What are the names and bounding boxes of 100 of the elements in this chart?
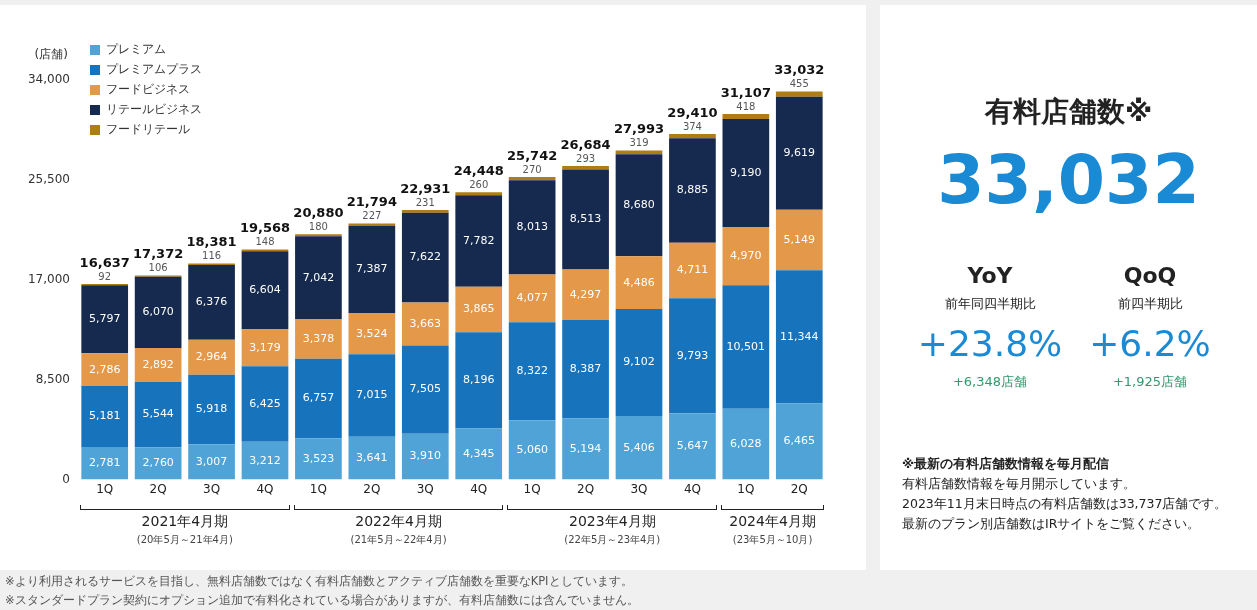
total-label: 17,372 xyxy=(133,246,184,262)
bar xyxy=(348,223,396,227)
data-label: 319 xyxy=(629,137,649,149)
data-label: 148 xyxy=(255,236,275,248)
legend-label: リテールビジネス xyxy=(105,102,202,117)
y-tick-label: 8,500 xyxy=(35,371,70,386)
data-label: 5,647 xyxy=(676,439,709,453)
bar xyxy=(401,210,449,213)
bar xyxy=(348,436,396,480)
x-tick-label: 2Q xyxy=(149,481,167,496)
total-label: 33,032 xyxy=(774,62,825,78)
data-label: 260 xyxy=(469,178,489,190)
text: 2023年4月期 xyxy=(568,512,657,531)
data-label: 9,190 xyxy=(730,165,762,179)
data-label: 116 xyxy=(202,250,222,262)
data-label: 4,345 xyxy=(462,446,495,460)
legend-label: フードリテール xyxy=(105,122,190,137)
x-tick-label: 1Q xyxy=(523,481,541,496)
bar xyxy=(562,269,609,320)
bar xyxy=(508,420,556,480)
data-label: 4,077 xyxy=(516,291,548,305)
text: YoY xyxy=(966,263,1014,288)
data-label: 418 xyxy=(736,100,756,112)
bar xyxy=(348,312,396,355)
bar xyxy=(401,212,449,303)
text: ※スタンダードプラン契約にオプション追加で有料化されている場合がありますが、有料店舗数には含んでいません。 xyxy=(5,593,639,608)
bar xyxy=(775,270,823,404)
x-tick-label: 4Q xyxy=(470,481,488,496)
bar xyxy=(669,138,716,243)
bar xyxy=(669,133,716,139)
bar xyxy=(669,413,716,480)
bar xyxy=(241,328,289,367)
data-label: 7,387 xyxy=(356,262,388,276)
text: 最新のプラン別店舗数はIRサイトをご覧ください。 xyxy=(902,516,1202,533)
data-label: 5,060 xyxy=(516,442,548,456)
bar xyxy=(241,251,289,329)
bar xyxy=(669,298,716,414)
data-label: 3,865 xyxy=(462,302,495,316)
bar xyxy=(508,180,556,275)
data-label: 4,297 xyxy=(569,287,602,301)
bar xyxy=(722,285,770,409)
x-tick-label: 3Q xyxy=(203,481,221,496)
text: 前四半期比 xyxy=(1116,295,1184,313)
bar xyxy=(401,433,449,480)
data-label: 7,622 xyxy=(409,250,442,264)
x-tick-label: 2Q xyxy=(790,481,808,496)
data-label: 3,007 xyxy=(195,454,228,468)
bar xyxy=(455,428,503,480)
bar xyxy=(722,114,770,119)
data-label: 3,378 xyxy=(302,331,335,345)
total-label: 24,448 xyxy=(453,163,504,179)
bar xyxy=(615,309,663,417)
text: 前年同四半期比 xyxy=(943,295,1037,313)
bar xyxy=(134,382,182,448)
text: 2024年4月期 xyxy=(728,512,817,531)
data-label: 6,425 xyxy=(249,396,281,410)
bar xyxy=(295,358,342,439)
data-label: 8,885 xyxy=(676,183,709,197)
data-label: 3,910 xyxy=(409,449,442,463)
data-label: 6,070 xyxy=(142,305,174,319)
bar xyxy=(775,96,823,210)
bar xyxy=(348,226,396,313)
bar xyxy=(401,302,449,346)
data-label: 8,513 xyxy=(569,212,602,226)
data-label: 5,149 xyxy=(783,232,816,246)
data-label: 3,523 xyxy=(302,451,335,465)
data-label: 7,015 xyxy=(356,388,388,402)
data-label: 6,604 xyxy=(249,283,281,297)
bar xyxy=(295,319,342,359)
bar xyxy=(722,408,770,480)
total-label: 31,107 xyxy=(720,84,771,100)
text: QoQ xyxy=(1122,263,1178,288)
bar xyxy=(188,374,235,445)
x-tick-label: 4Q xyxy=(256,481,274,496)
bar xyxy=(615,256,663,310)
bar xyxy=(81,353,129,387)
data-label: 92 xyxy=(98,270,112,282)
text: (22年5月～23年4月) xyxy=(563,532,662,547)
bar xyxy=(401,345,449,434)
data-label: 6,376 xyxy=(195,295,228,309)
text: +1,925店舗 xyxy=(1111,373,1189,391)
data-label: 2,892 xyxy=(142,357,174,371)
data-label: 3,179 xyxy=(249,340,281,354)
x-tick-label: 1Q xyxy=(96,481,114,496)
bar xyxy=(295,236,342,320)
data-label: 7,505 xyxy=(409,382,442,396)
bar xyxy=(241,366,289,442)
data-label: 8,196 xyxy=(462,373,495,387)
bar xyxy=(508,274,556,323)
data-label: 6,757 xyxy=(302,391,335,405)
legend-label: プレミアムプラス xyxy=(105,62,202,77)
data-label: 8,680 xyxy=(623,198,655,212)
bar xyxy=(722,118,770,227)
data-label: 4,711 xyxy=(676,263,709,277)
data-label: 293 xyxy=(576,152,596,164)
data-label: 5,918 xyxy=(195,402,228,416)
data-label: 2,781 xyxy=(88,456,121,470)
text: +23.8% xyxy=(916,323,1064,364)
data-label: 5,797 xyxy=(88,312,121,326)
text: (21年5月～22年4月) xyxy=(349,532,448,547)
